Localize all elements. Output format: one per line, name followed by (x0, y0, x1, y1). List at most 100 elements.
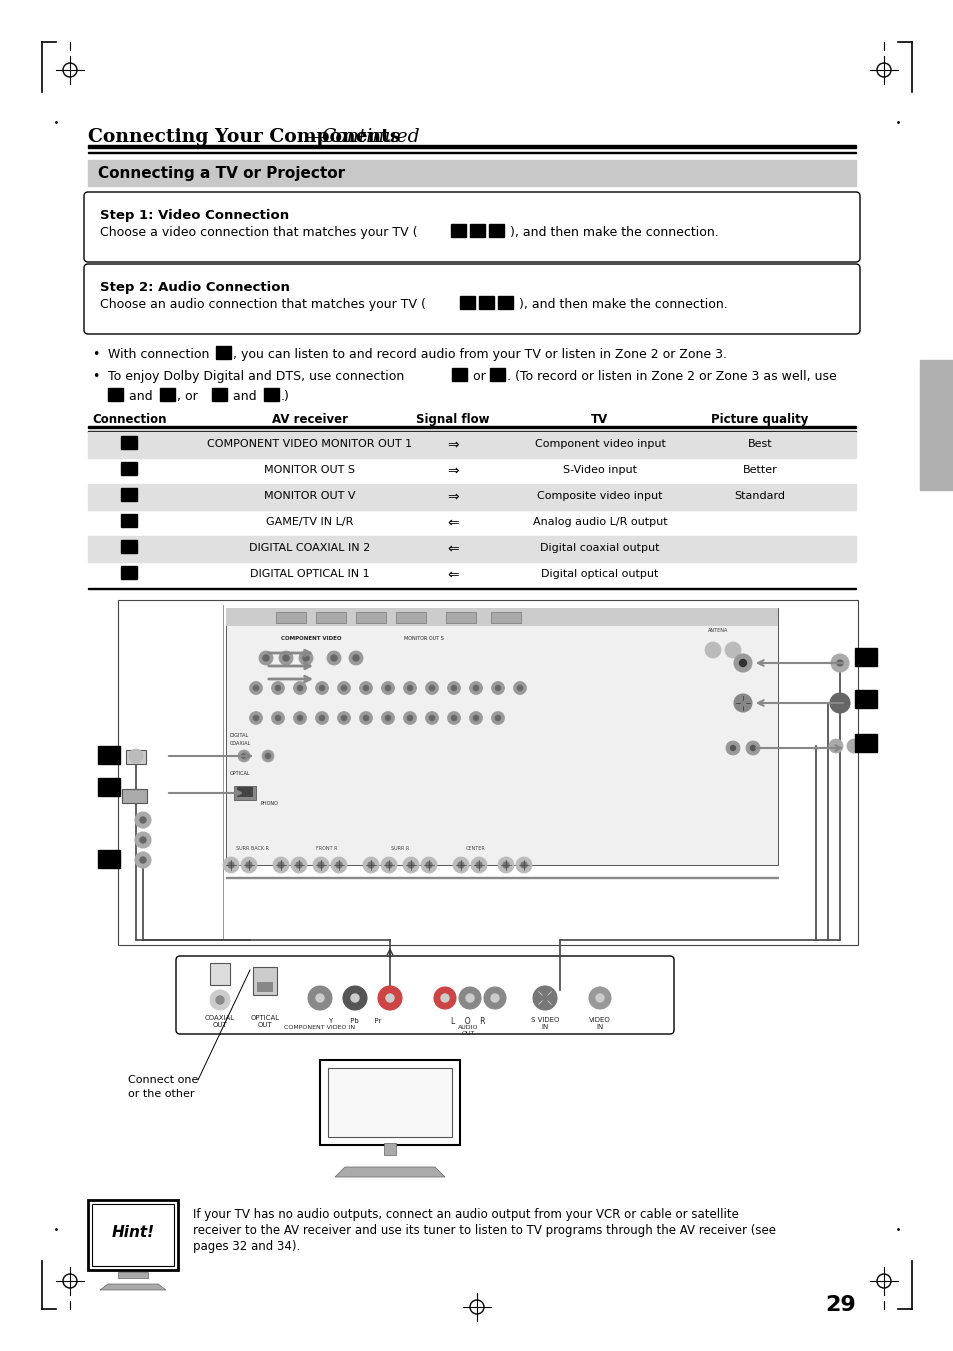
Circle shape (303, 655, 309, 661)
Text: OPTICAL: OPTICAL (230, 771, 251, 775)
Circle shape (469, 681, 482, 694)
Bar (328, 1069, 452, 1138)
Circle shape (420, 857, 436, 873)
Polygon shape (335, 1167, 444, 1177)
Circle shape (253, 685, 258, 690)
Text: MONITOR OUT V: MONITOR OUT V (264, 490, 355, 501)
Text: Step 2: Audio Connection: Step 2: Audio Connection (100, 281, 290, 295)
Circle shape (385, 685, 390, 690)
Text: Analog audio L/R output: Analog audio L/R output (532, 517, 666, 527)
Bar (160, 388, 174, 401)
Text: DIGITAL COAXIAL IN 2: DIGITAL COAXIAL IN 2 (249, 543, 370, 553)
Circle shape (359, 681, 372, 694)
Text: ⇒: ⇒ (447, 463, 458, 478)
Bar (108, 388, 123, 401)
Circle shape (517, 685, 522, 690)
Text: If your TV has no audio outputs, connect an audio output from your VCR or cable : If your TV has no audio outputs, connect… (193, 1208, 739, 1221)
Bar (355, 612, 386, 623)
Circle shape (380, 857, 396, 873)
Circle shape (491, 681, 504, 694)
Bar (470, 224, 484, 236)
Circle shape (403, 712, 416, 724)
Circle shape (386, 994, 394, 1002)
Text: Component video input: Component video input (534, 439, 665, 449)
Circle shape (596, 994, 603, 1002)
Text: Connect one
or the other: Connect one or the other (128, 1075, 198, 1098)
Circle shape (828, 739, 842, 753)
Circle shape (381, 712, 395, 724)
Text: a: a (220, 347, 227, 357)
Text: Better: Better (741, 465, 777, 476)
Bar (264, 388, 278, 401)
Circle shape (497, 857, 514, 873)
Text: ⇒: ⇒ (447, 490, 458, 504)
FancyBboxPatch shape (175, 957, 673, 1034)
Circle shape (337, 712, 350, 724)
Circle shape (447, 712, 460, 724)
Circle shape (275, 685, 280, 690)
Text: ⇐: ⇐ (447, 567, 458, 582)
Bar (122, 789, 147, 802)
Circle shape (297, 685, 302, 690)
Bar (452, 367, 467, 381)
Polygon shape (100, 1283, 166, 1290)
Circle shape (273, 857, 289, 873)
Bar (226, 608, 778, 626)
Text: VIDEO
IN: VIDEO IN (589, 1017, 610, 1029)
Circle shape (733, 694, 751, 712)
Text: or: or (469, 370, 489, 382)
Bar (253, 967, 276, 994)
Circle shape (471, 857, 486, 873)
Text: ⇐: ⇐ (447, 516, 458, 530)
Circle shape (319, 685, 324, 690)
Circle shape (491, 712, 504, 724)
Bar (118, 600, 857, 944)
Circle shape (272, 681, 284, 694)
Circle shape (223, 857, 239, 873)
Bar (446, 612, 476, 623)
Circle shape (533, 986, 557, 1011)
Circle shape (429, 716, 434, 720)
Circle shape (465, 994, 474, 1002)
Bar (236, 788, 253, 797)
Bar (919, 359, 953, 490)
Circle shape (513, 681, 526, 694)
Text: c: c (494, 369, 500, 380)
Circle shape (327, 651, 340, 665)
Text: SURR R: SURR R (391, 846, 409, 851)
Text: b: b (104, 747, 114, 762)
Bar (121, 513, 137, 527)
Circle shape (830, 654, 848, 671)
Circle shape (262, 750, 274, 762)
Text: b: b (164, 389, 171, 399)
Text: , you can listen to and record audio from your TV or listen in Zone 2 or Zone 3.: , you can listen to and record audio fro… (233, 349, 726, 361)
Text: receiver to the AV receiver and use its tuner to listen to TV programs through t: receiver to the AV receiver and use its … (193, 1224, 775, 1238)
Bar (121, 488, 137, 501)
Text: Connecting Your Components: Connecting Your Components (88, 128, 400, 146)
Text: Standard: Standard (734, 490, 784, 501)
Text: C: C (125, 489, 132, 499)
Bar (854, 648, 876, 666)
Text: C: C (493, 226, 499, 235)
Bar (478, 296, 494, 309)
Bar (126, 750, 146, 765)
Bar (459, 296, 475, 309)
Circle shape (750, 746, 755, 751)
Text: TV: TV (591, 413, 608, 426)
Circle shape (457, 862, 463, 867)
Circle shape (425, 681, 438, 694)
Circle shape (473, 685, 478, 690)
Circle shape (341, 716, 346, 720)
Text: Choose an audio connection that matches your TV (: Choose an audio connection that matches … (100, 299, 425, 311)
Bar (233, 786, 255, 800)
Circle shape (295, 862, 302, 867)
Circle shape (495, 685, 500, 690)
Text: etc.: etc. (375, 1112, 404, 1125)
Circle shape (745, 740, 760, 755)
Circle shape (291, 857, 307, 873)
Circle shape (363, 716, 368, 720)
Bar (854, 690, 876, 708)
Bar (315, 612, 346, 623)
Text: COAXIAL: COAXIAL (230, 740, 251, 746)
Bar (256, 982, 273, 992)
